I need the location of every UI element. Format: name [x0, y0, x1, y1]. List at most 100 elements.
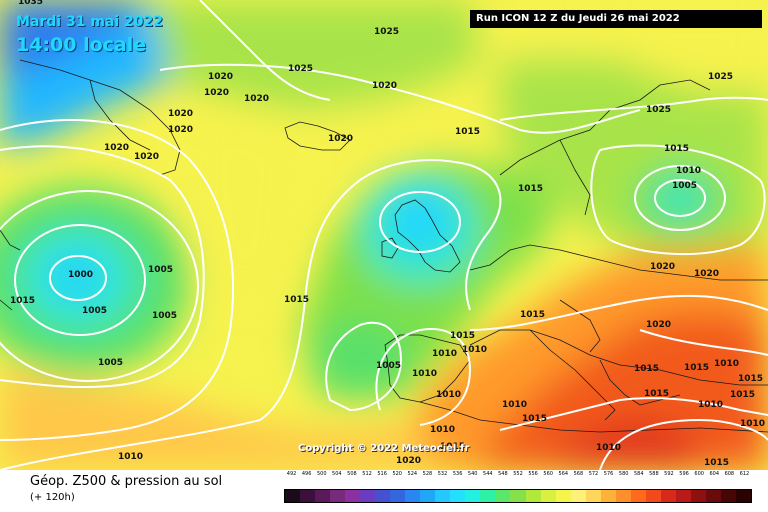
scale-swatch	[705, 490, 721, 502]
scale-label: 564	[558, 471, 569, 477]
scale-swatch	[390, 490, 406, 502]
scale-label: 584	[633, 471, 644, 477]
isobar-label: 1000	[68, 270, 93, 280]
scale-swatch	[330, 490, 346, 502]
isobar-label: 1020	[328, 134, 353, 144]
isobar-label: 1010	[436, 390, 461, 400]
isobar-label: 1020	[168, 109, 193, 119]
scale-label: 508	[347, 471, 357, 477]
scale-label: 568	[573, 471, 584, 477]
scale-swatch	[615, 490, 631, 502]
scale-swatch	[660, 490, 676, 502]
isobar-label: 1015	[10, 296, 35, 306]
scale-label: 532	[437, 471, 448, 477]
isobar-label: 1020	[204, 88, 229, 98]
isobar-label: 1010	[502, 400, 527, 410]
isobar-label: 1020	[646, 320, 671, 330]
scale-label: 596	[679, 471, 689, 477]
scale-swatch	[360, 490, 376, 502]
isobar-label: 1025	[374, 27, 399, 37]
forecast-lead-time: (+ 120h)	[30, 492, 75, 503]
scale-swatch	[435, 490, 451, 502]
scale-swatch	[570, 490, 586, 502]
scale-swatch	[690, 490, 706, 502]
isobar-label: 1010	[432, 349, 457, 359]
scale-swatch	[510, 490, 526, 502]
scale-label: 576	[603, 471, 614, 477]
isobar-label: 1020	[694, 269, 719, 279]
scale-swatch	[600, 490, 616, 502]
scale-label: 520	[392, 471, 402, 477]
isobar-label: 1010	[118, 452, 143, 462]
isobar-label: 1020	[372, 81, 397, 91]
scale-swatch	[675, 490, 691, 502]
isobar-label: 1020	[208, 72, 233, 82]
isobar-label: 1010	[714, 359, 739, 369]
scale-swatch	[450, 490, 466, 502]
isobar-labels: 1035 1025 1025 1020 1020 1020 1025 1020 …	[10, 0, 765, 468]
scale-label: 552	[513, 471, 523, 477]
scale-swatch	[405, 490, 421, 502]
isobar-label: 1015	[450, 331, 475, 341]
color-scale-bar	[284, 489, 752, 503]
isobar-label: 1015	[738, 374, 763, 384]
forecast-date: Mardi 31 mai 2022	[16, 14, 164, 30]
isobar-label: 1005	[152, 311, 177, 321]
scale-swatch	[495, 490, 511, 502]
scale-label: 572	[588, 471, 599, 477]
scale-swatch	[315, 490, 331, 502]
isobar-label: 1010	[740, 419, 765, 429]
isobar-label: 1010	[462, 345, 487, 355]
scale-swatch	[735, 490, 751, 502]
scale-label: 560	[543, 471, 553, 477]
isobar-label: 1010	[412, 369, 437, 379]
scale-label: 496	[301, 471, 312, 477]
isobar-label: 1005	[376, 361, 401, 371]
scale-swatch	[645, 490, 661, 502]
isobar-label: 1025	[708, 72, 733, 82]
isobar-label: 1015	[634, 364, 659, 374]
scale-label: 516	[377, 471, 387, 477]
isobar-label: 1005	[672, 181, 697, 191]
scale-label: 512	[362, 471, 372, 477]
isobar-label: 1020	[244, 94, 269, 104]
scale-label: 612	[739, 471, 750, 477]
scale-swatch	[540, 490, 556, 502]
isobar-label: 1015	[730, 390, 755, 400]
product-title: Géop. Z500 & pression au sol	[30, 474, 223, 489]
isobar-label: 1015	[644, 389, 669, 399]
legend-footer: Géop. Z500 & pression au sol (+ 120h) 49…	[0, 470, 768, 512]
color-scale-labels: 492 496 500 504 508 512 516 520 524 528 532 536 540 5…	[284, 471, 752, 481]
scale-swatch	[300, 490, 316, 502]
isobar-label: 1010	[698, 400, 723, 410]
isobar-label: 1015	[455, 127, 480, 137]
scale-label: 544	[483, 471, 493, 477]
scale-swatch	[720, 490, 736, 502]
scale-label: 592	[664, 471, 674, 477]
scale-swatch	[420, 490, 436, 502]
isobar-label: 1020	[104, 143, 129, 153]
scale-label: 528	[422, 471, 433, 477]
scale-label: 540	[467, 471, 478, 477]
scale-label: 588	[649, 471, 659, 477]
scale-label: 608	[724, 471, 735, 477]
scale-label: 524	[407, 471, 418, 477]
scale-swatch	[525, 490, 541, 502]
isobar-label: 1020	[134, 152, 159, 162]
isobar-label: 1015	[522, 414, 547, 424]
scale-label: 604	[709, 471, 720, 477]
isobar-label: 1020	[396, 456, 421, 466]
isobar-label: 1015	[440, 442, 465, 452]
scale-swatch	[465, 490, 481, 502]
scale-swatch	[375, 490, 391, 502]
isobar-label: 1025	[646, 105, 671, 115]
isobar-label: 1015	[664, 144, 689, 154]
isobar-label: 1010	[676, 166, 701, 176]
scale-swatch	[480, 490, 496, 502]
scale-swatch	[555, 490, 571, 502]
isobar-label: 1015	[284, 295, 309, 305]
weather-map: 1035 1025 1025 1020 1020 1020 1025 1020 …	[0, 0, 768, 470]
isobar-label: 1020	[650, 262, 675, 272]
scale-label: 580	[618, 471, 629, 477]
copyright-notice: Copyright © 2022 Meteociel.fr	[298, 443, 470, 454]
